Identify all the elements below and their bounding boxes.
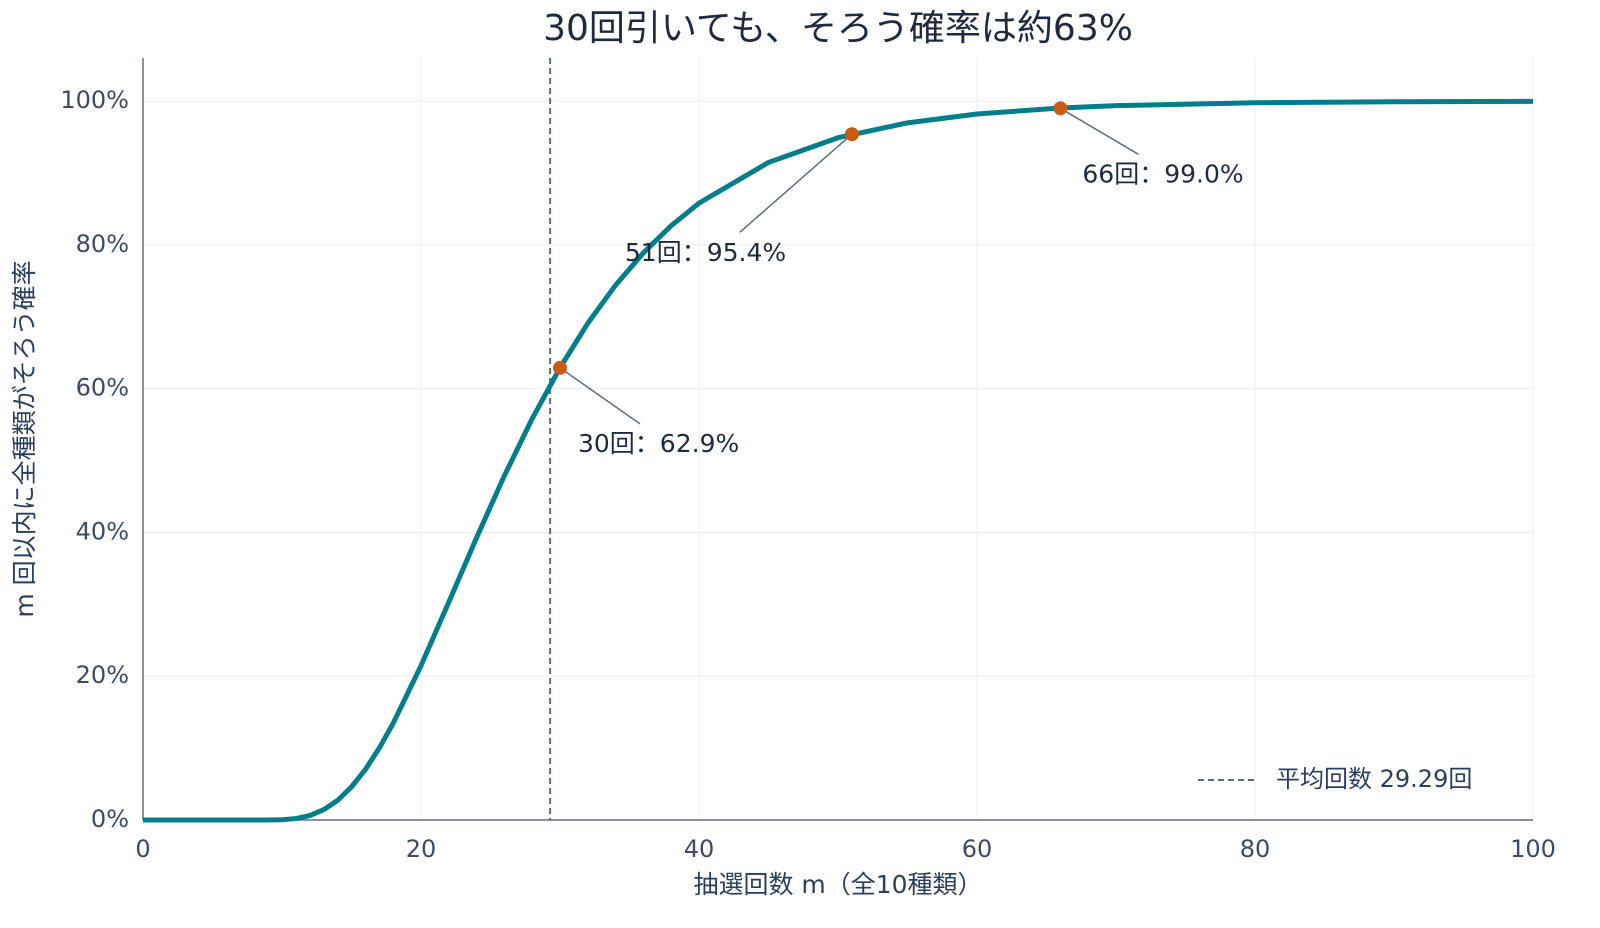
annotation-arrow	[739, 133, 853, 233]
legend-label: 平均回数 29.29回	[1276, 765, 1472, 793]
annotation-arrow	[559, 367, 641, 425]
annotation-label: 66回：99.0%	[1082, 159, 1243, 188]
chart-title: 30回引いても、そろう確率は約63%	[543, 8, 1133, 49]
y-tick-label: 80%	[76, 230, 129, 258]
annotation-label: 51回：95.4%	[625, 238, 786, 267]
annotation-arrow	[1060, 107, 1139, 155]
x-tick-label: 40	[684, 835, 715, 863]
annotation-point	[844, 127, 859, 142]
y-tick-label: 40%	[76, 517, 129, 545]
y-tick-label: 60%	[76, 374, 129, 402]
y-tick-label: 0%	[91, 805, 129, 833]
annotation-point	[553, 360, 567, 375]
y-tick-label: 20%	[76, 661, 129, 689]
x-tick-label: 100	[1510, 835, 1556, 863]
curve	[143, 98, 1534, 823]
annotation-label: 30回：62.9%	[578, 429, 739, 458]
y-tick-label: 100%	[60, 86, 129, 114]
x-tick-label: 80	[1240, 835, 1271, 863]
x-tick-label: 0	[135, 835, 150, 863]
y-axis-title: m 回以内に全種類がそろう確率	[10, 260, 39, 617]
annotation-point	[1053, 101, 1068, 116]
x-tick-label: 20	[406, 835, 437, 863]
x-axis-title: 抽選回数 m（全10種類）	[693, 870, 982, 899]
x-tick-label: 60	[962, 835, 993, 863]
